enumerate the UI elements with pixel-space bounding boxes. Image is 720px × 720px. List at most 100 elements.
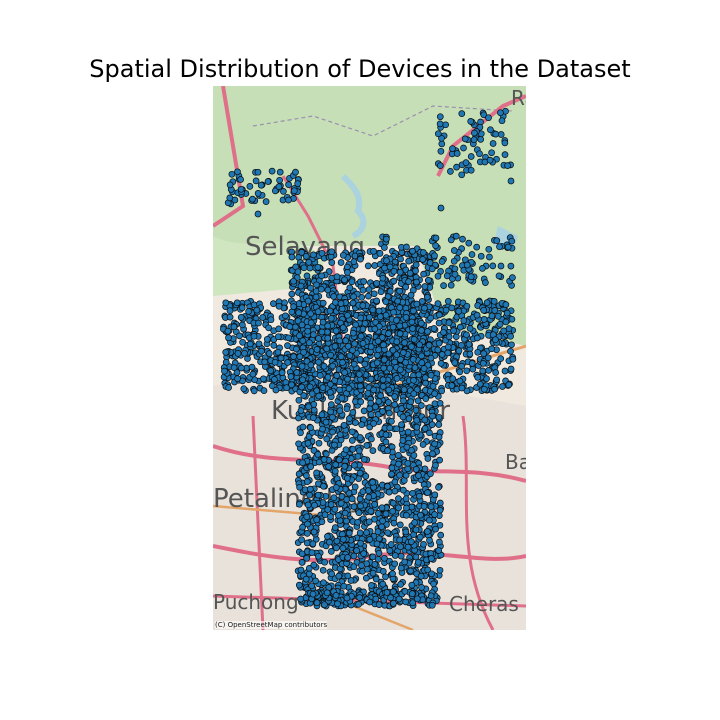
device-point [359,340,367,347]
device-point [493,376,501,384]
device-point [480,385,488,393]
device-point [448,382,456,389]
device-point [460,317,468,324]
forest-area-north [213,86,526,246]
map-panel[interactable]: Selayang Kuala Lumpur Petaling Jaya Band… [213,86,526,630]
device-point [268,167,276,175]
device-point [320,579,327,587]
device-point [495,272,503,280]
device-point [287,373,295,380]
device-point [453,163,460,171]
device-point [386,364,394,372]
device-point [349,329,357,337]
device-points-layer [220,107,517,610]
device-point [313,516,321,524]
device-point [386,547,394,554]
device-point [371,501,379,508]
device-point [299,337,307,345]
device-point [238,364,245,372]
device-point [391,487,399,495]
device-point [250,387,258,395]
device-point [348,278,356,286]
device-point [385,350,393,358]
device-point [455,347,463,355]
device-point [415,472,422,479]
device-point [385,399,392,406]
device-point [499,383,506,390]
device-point [407,567,414,575]
device-point [225,384,232,391]
device-point [365,518,373,526]
device-point [354,453,362,460]
device-point [415,371,423,379]
device-point [356,529,364,537]
device-point [356,594,363,601]
device-point [399,349,407,356]
device-point [290,353,297,360]
device-point [410,307,417,315]
device-point [484,354,492,362]
device-point [356,355,364,363]
device-point [237,176,244,183]
device-point [431,252,438,260]
device-point [485,367,492,374]
device-point [311,501,318,509]
device-point [385,386,393,394]
device-point [402,528,410,536]
device-point [304,297,312,305]
device-point [387,594,394,602]
device-point [350,258,358,266]
device-point [310,528,318,536]
device-point [307,463,315,470]
device-point [492,130,500,138]
device-point [306,383,314,391]
device-point [299,459,306,467]
device-point [312,293,320,301]
device-point [409,489,416,497]
device-point [382,510,390,518]
device-point [350,563,358,571]
device-point [397,543,404,551]
device-point [471,129,478,137]
secondary-road [352,604,414,630]
device-point [361,360,369,368]
device-point [344,311,351,319]
device-point [321,558,329,566]
device-point [351,340,358,348]
device-point [320,456,328,463]
device-point [424,489,431,496]
device-point [466,325,474,332]
device-point [357,332,365,340]
device-point [327,548,335,555]
device-point [337,259,345,266]
device-point [355,370,363,378]
device-point [434,272,442,280]
device-point [476,150,483,158]
device-point [505,381,513,389]
device-point [375,398,383,405]
device-point [395,595,403,603]
device-point [431,390,438,397]
device-point [395,451,402,459]
device-point [373,279,381,287]
device-point [303,272,311,280]
device-point [376,313,384,321]
device-point [339,324,347,331]
device-point [444,297,452,305]
device-point [335,456,343,464]
device-point [356,382,364,390]
major-road [251,415,265,630]
device-point [288,253,296,261]
device-point [409,247,416,255]
device-point [371,262,379,269]
device-point [357,255,364,263]
device-point [246,183,254,190]
device-point [432,461,439,469]
device-point [323,435,331,443]
device-point [307,319,315,327]
device-point [474,374,482,381]
device-point [435,339,443,347]
device-point [297,566,305,574]
device-point [348,428,356,436]
device-point [429,382,437,390]
